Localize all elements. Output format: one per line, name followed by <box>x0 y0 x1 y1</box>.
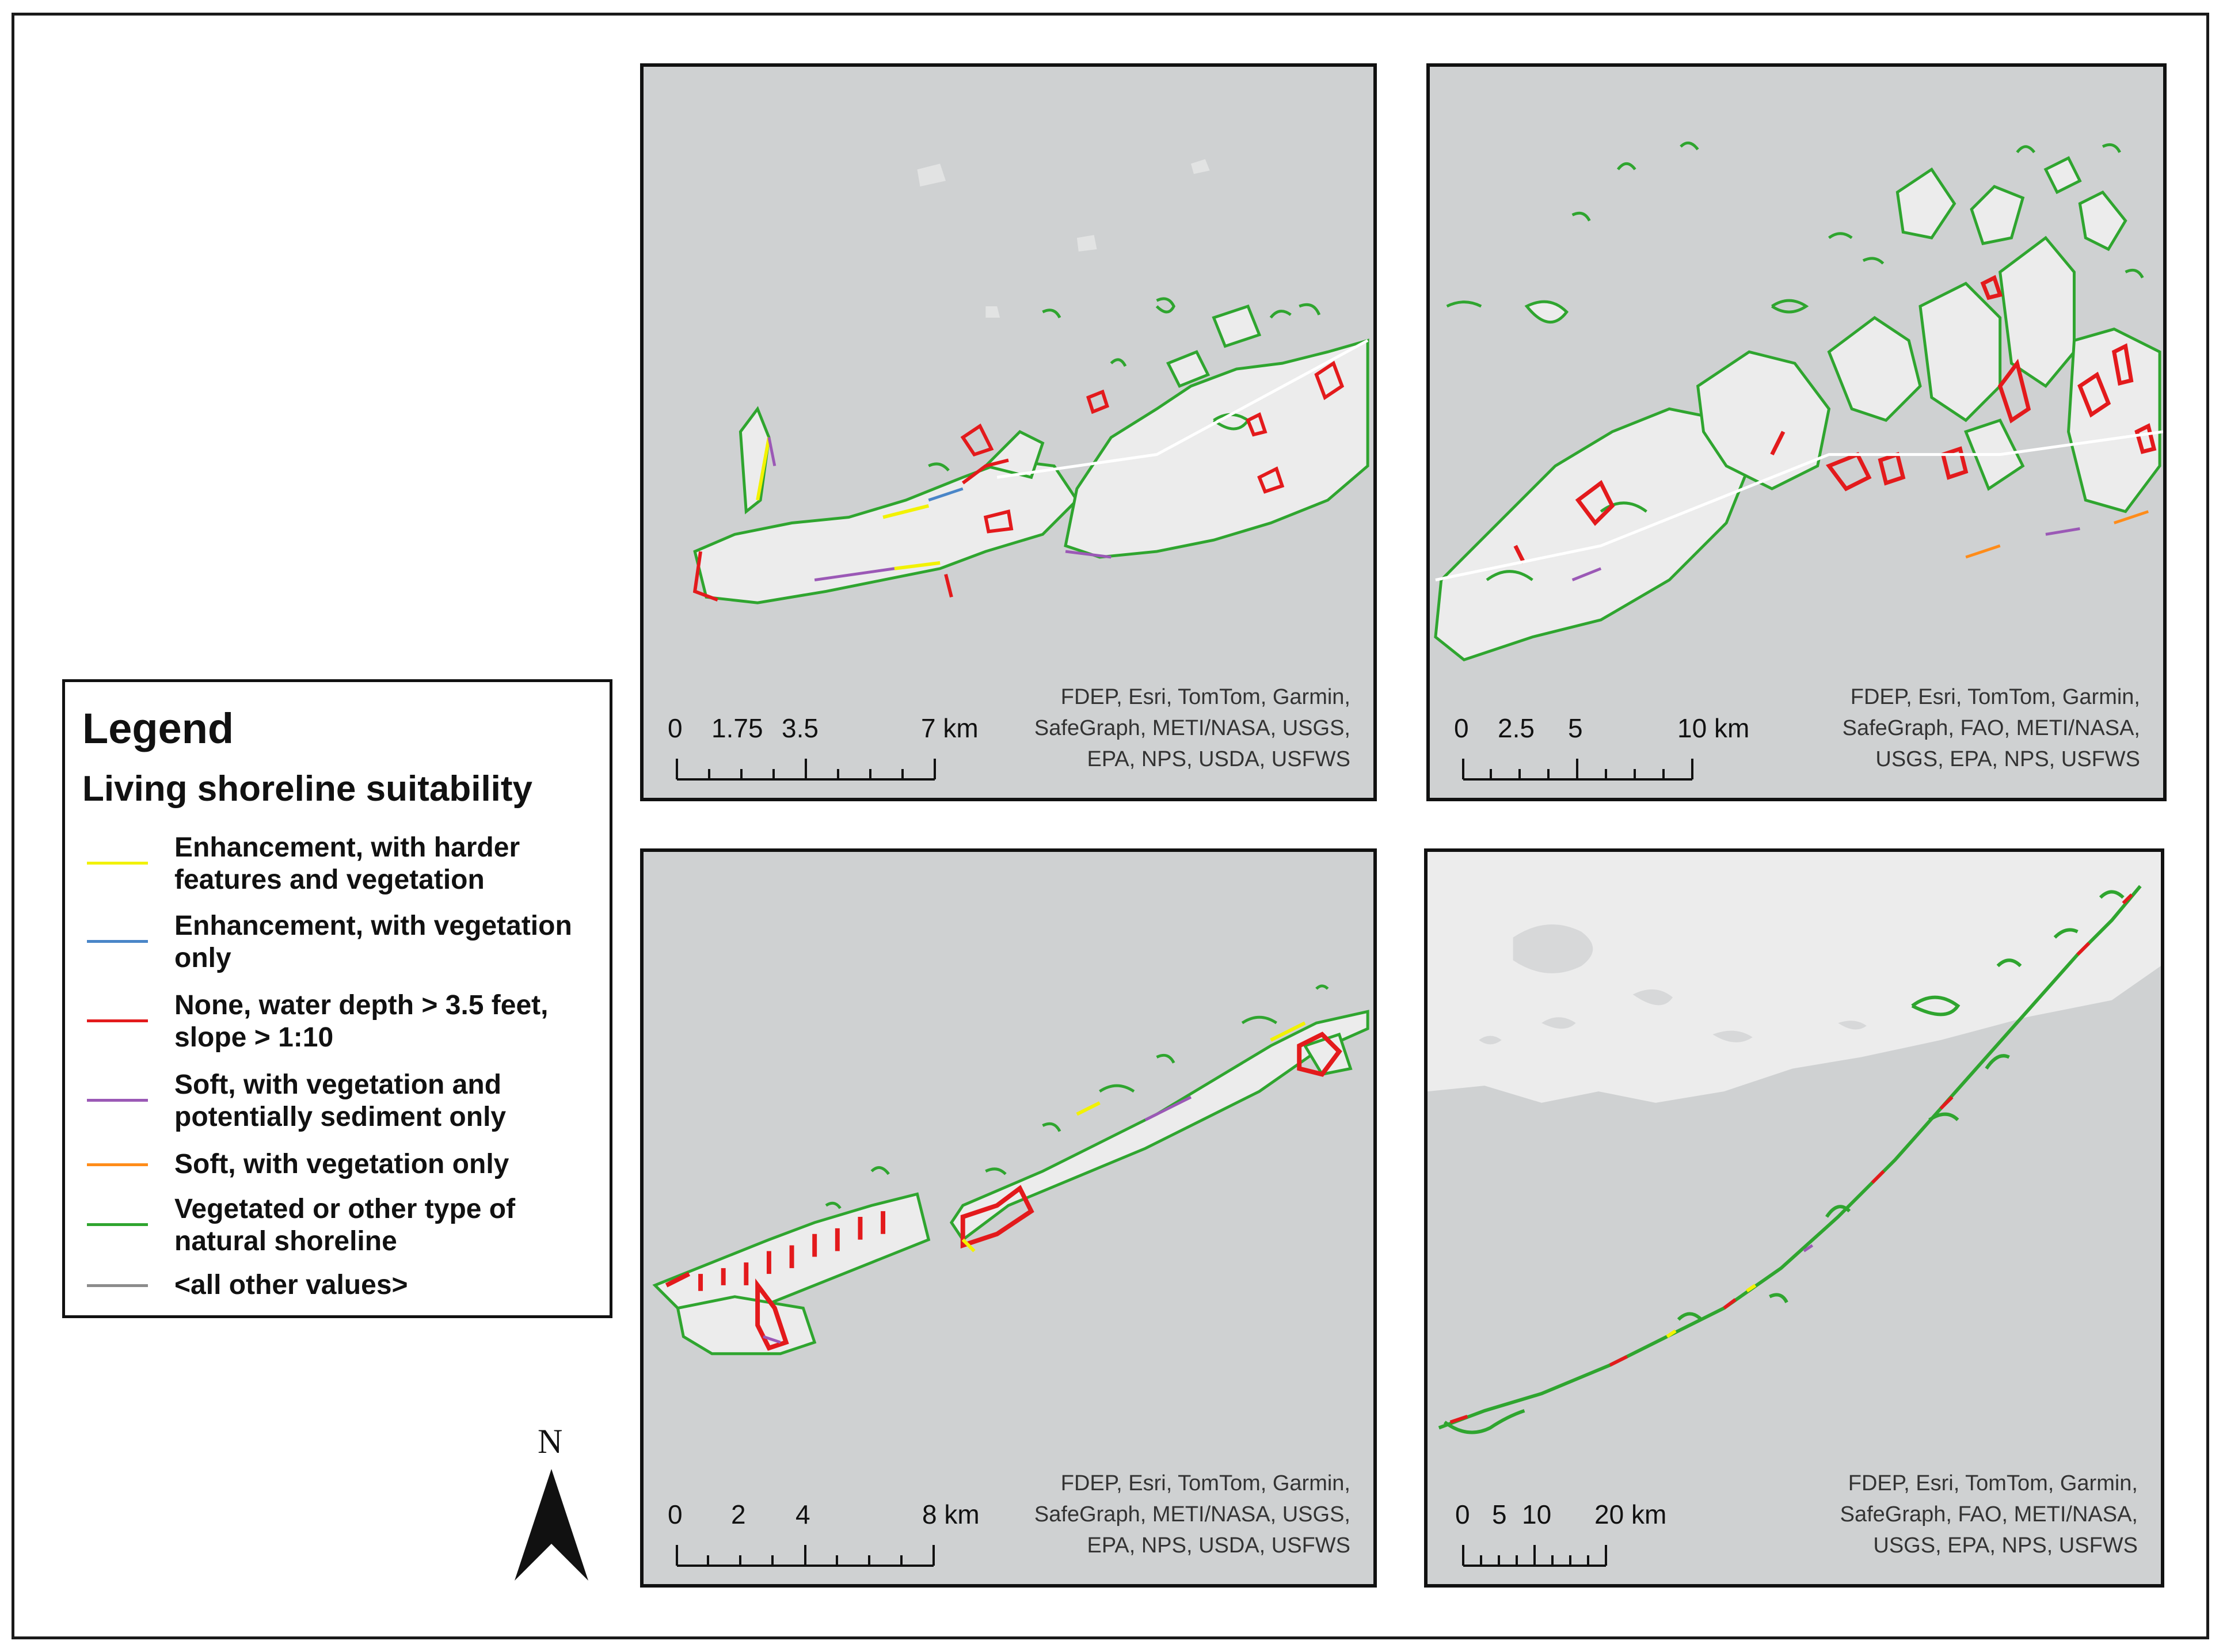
map-1-scale-bar <box>676 759 936 781</box>
map-panel-1[interactable]: 0 1.75 3.5 7 km FDEP, Esri, TomTom, Garm… <box>640 63 1377 801</box>
map-1-scale-label-2: 3.5 <box>782 713 819 743</box>
map-2-features <box>1434 141 2163 662</box>
legend-swatch-red <box>87 1019 148 1022</box>
attribution-line: FDEP, Esri, TomTom, Garmin, <box>1848 1471 2138 1495</box>
legend-label-line: natural shoreline <box>174 1226 397 1257</box>
legend-label-line: Soft, with vegetation and <box>174 1069 502 1100</box>
map-panel-4[interactable]: 0 5 10 20 km FDEP, Esri, TomTom, Garmin,… <box>1424 848 2164 1588</box>
map-2-attribution: FDEP, Esri, TomTom, Garmin, SafeGraph, F… <box>1795 682 2140 775</box>
legend: Legend Living shoreline suitability Enha… <box>62 679 612 1318</box>
map-panel-2[interactable]: 0 2.5 5 10 km FDEP, Esri, TomTom, Garmin… <box>1426 63 2167 801</box>
attribution-line: SafeGraph, METI/NASA, USGS, <box>1034 716 1350 740</box>
legend-label-line: <all other values> <box>174 1270 408 1300</box>
legend-label: Enhancement, with harder features and ve… <box>174 832 612 896</box>
legend-swatch-purple <box>87 1099 148 1102</box>
map-3-scale-label-1: 2 <box>731 1499 746 1529</box>
legend-label-line: Soft, with vegetation only <box>174 1149 509 1179</box>
map-4-scale-label-2: 10 <box>1522 1499 1552 1529</box>
map-4-scale-label-3: 20 km <box>1594 1499 1667 1529</box>
map-4-features <box>1428 852 2161 1434</box>
legend-label-line: Enhancement, with vegetation <box>174 911 572 941</box>
north-arrow-label: N <box>538 1422 563 1460</box>
map-1-scale-label-1: 1.75 <box>711 713 763 743</box>
figure-frame <box>12 13 2209 1639</box>
legend-swatch-yellow <box>87 862 148 865</box>
map-1-attribution: FDEP, Esri, TomTom, Garmin, SafeGraph, M… <box>1005 682 1350 775</box>
map-3-scale-label-3: 8 km <box>922 1499 980 1529</box>
map-3-scale-label-2: 4 <box>795 1499 810 1529</box>
map-2-scale-label-1: 2.5 <box>1498 713 1535 743</box>
legend-label-line: None, water depth > 3.5 feet, <box>174 990 549 1021</box>
attribution-line: FDEP, Esri, TomTom, Garmin, <box>1060 685 1350 709</box>
attribution-line: EPA, NPS, USDA, USFWS <box>1087 1533 1350 1558</box>
legend-label: Soft, with vegetation only <box>174 1148 612 1181</box>
legend-label-line: slope > 1:10 <box>174 1022 334 1053</box>
legend-label-line: features and vegetation <box>174 865 485 895</box>
map-4-scale-label-0: 0 <box>1455 1499 1470 1529</box>
map-3-scale-bar <box>676 1545 935 1567</box>
attribution-line: FDEP, Esri, TomTom, Garmin, <box>1850 685 2140 709</box>
legend-label-line: Vegetated or other type of <box>174 1194 516 1224</box>
legend-label-line: only <box>174 943 231 973</box>
north-arrow-icon <box>515 1469 588 1581</box>
map-2-scale-label-2: 5 <box>1568 713 1583 743</box>
attribution-line: FDEP, Esri, TomTom, Garmin, <box>1060 1471 1350 1495</box>
attribution-line: SafeGraph, FAO, METI/NASA, <box>1842 716 2140 740</box>
legend-label-line: potentially sediment only <box>174 1102 507 1132</box>
legend-title: Legend <box>82 705 234 752</box>
map-3-attribution: FDEP, Esri, TomTom, Garmin, SafeGraph, M… <box>1005 1468 1350 1561</box>
attribution-line: USGS, EPA, NPS, USFWS <box>1875 747 2140 771</box>
map-1-scale-label-3: 7 km <box>921 713 979 743</box>
legend-swatch-gray <box>87 1284 148 1287</box>
map-3-scale-label-0: 0 <box>668 1499 683 1529</box>
attribution-line: EPA, NPS, USDA, USFWS <box>1087 747 1350 771</box>
legend-label-line: Enhancement, with harder <box>174 832 520 863</box>
attribution-line: SafeGraph, METI/NASA, USGS, <box>1034 1502 1350 1527</box>
legend-label: None, water depth > 3.5 feet, slope > 1:… <box>174 989 612 1054</box>
map-2-scale-bar <box>1462 759 1693 781</box>
map-panel-3[interactable]: 0 2 4 8 km FDEP, Esri, TomTom, Garmin, S… <box>640 848 1377 1588</box>
map-4-scale-label-1: 5 <box>1492 1499 1507 1529</box>
map-3-features <box>652 984 1369 1356</box>
legend-swatch-orange <box>87 1163 148 1166</box>
legend-label: <all other values> <box>174 1269 612 1301</box>
map-4-attribution: FDEP, Esri, TomTom, Garmin, SafeGraph, F… <box>1792 1468 2138 1561</box>
legend-label: Enhancement, with vegetation only <box>174 910 612 975</box>
attribution-line: SafeGraph, FAO, METI/NASA, <box>1840 1502 2138 1527</box>
map-1-features <box>692 159 1369 604</box>
map-4-scale-bar <box>1462 1545 1607 1567</box>
legend-swatch-blue <box>87 940 148 943</box>
attribution-line: USGS, EPA, NPS, USFWS <box>1873 1533 2138 1558</box>
north-arrow: N <box>505 1422 597 1583</box>
legend-swatch-green <box>87 1223 148 1226</box>
map-2-scale-label-3: 10 km <box>1677 713 1750 743</box>
legend-label: Soft, with vegetation and potentially se… <box>174 1069 612 1133</box>
legend-label: Vegetated or other type of natural shore… <box>174 1193 612 1258</box>
map-2-scale-label-0: 0 <box>1454 713 1469 743</box>
map-1-scale-label-0: 0 <box>668 713 683 743</box>
legend-subtitle: Living shoreline suitability <box>82 769 533 809</box>
